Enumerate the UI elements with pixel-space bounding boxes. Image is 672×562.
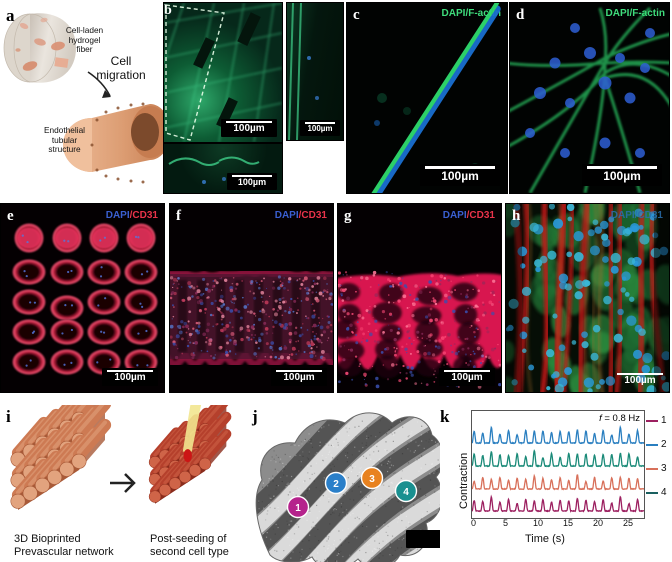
- svg-text:f = 0.8 Hz: f = 0.8 Hz: [599, 413, 640, 424]
- svg-text:3: 3: [369, 474, 375, 485]
- svg-text:2: 2: [333, 479, 339, 490]
- svg-text:4: 4: [403, 487, 409, 498]
- svg-text:1: 1: [295, 503, 301, 514]
